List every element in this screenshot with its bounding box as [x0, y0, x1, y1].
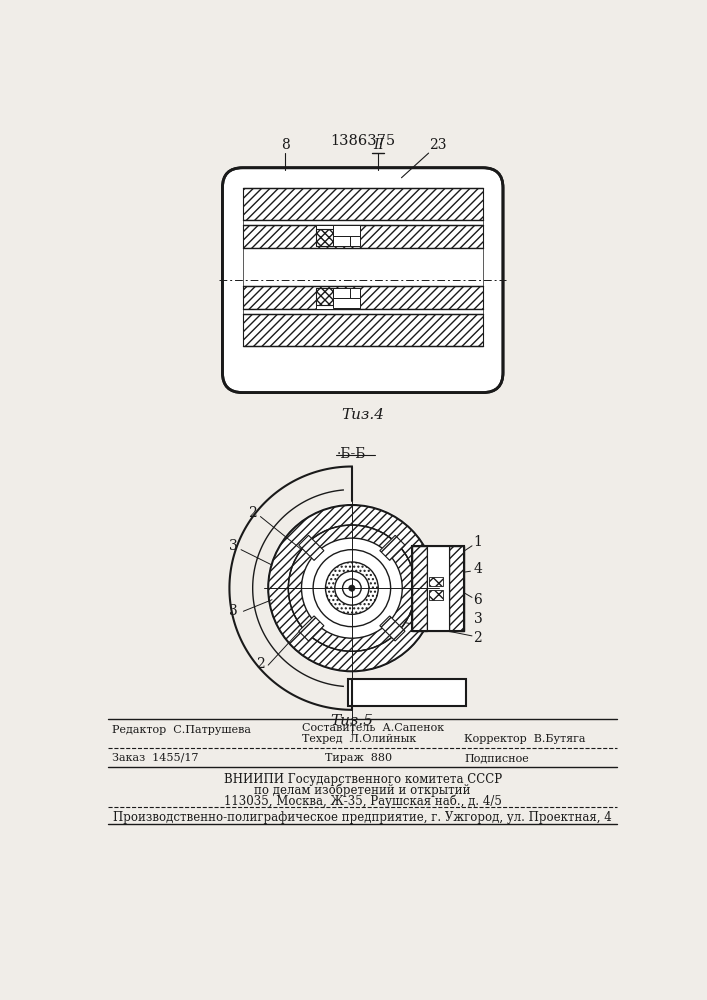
Text: Производственно-полиграфическое предприятие, г. Ужгород, ул. Проектная, 4: Производственно-полиграфическое предприя… [113, 811, 612, 824]
Text: 3: 3 [229, 604, 238, 618]
Circle shape [301, 538, 402, 638]
Text: Τиз.4: Τиз.4 [341, 408, 384, 422]
Bar [380, 616, 405, 641]
Bar [333, 288, 351, 298]
Text: 2: 2 [256, 657, 265, 671]
Bar [428, 590, 443, 600]
Bar [299, 616, 324, 641]
Bar [243, 309, 483, 314]
Bar [243, 188, 483, 220]
Text: по делам изобретений и открытий: по делам изобретений и открытий [255, 784, 471, 797]
Text: Подписное: Подписное [464, 753, 529, 763]
Text: Техред  Л.Олийнык: Техред Л.Олийнык [301, 734, 416, 744]
Text: 113035, Москва, Ж-35, Раушская наб., д. 4/5: 113035, Москва, Ж-35, Раушская наб., д. … [224, 795, 502, 808]
Bar [243, 248, 483, 286]
Bar [316, 288, 361, 309]
Bar [411, 546, 464, 631]
Bar [243, 220, 483, 225]
Bar [316, 288, 333, 305]
Text: Составитель  А.Сапенок: Составитель А.Сапенок [301, 723, 443, 733]
Text: 3: 3 [229, 539, 238, 553]
Text: ·Б-Б: ·Б-Б [337, 447, 366, 461]
Bar [380, 535, 405, 560]
Circle shape [343, 579, 361, 597]
Circle shape [288, 525, 416, 651]
Text: 8: 8 [281, 138, 290, 152]
Text: Τиз.5: Τиз.5 [330, 714, 373, 728]
Text: Тираж  880: Тираж 880 [325, 753, 392, 763]
Text: 6: 6 [474, 593, 482, 607]
Bar [243, 314, 483, 346]
Text: 23: 23 [428, 138, 446, 152]
Bar [243, 286, 483, 309]
Bar [348, 679, 466, 706]
Circle shape [313, 550, 391, 627]
Text: ВНИИПИ Государственного комитета СССР: ВНИИПИ Государственного комитета СССР [223, 773, 502, 786]
Text: 2: 2 [474, 631, 482, 645]
Text: Заказ  1455/17: Заказ 1455/17 [112, 753, 198, 763]
Circle shape [267, 503, 437, 673]
Text: 1386375: 1386375 [330, 134, 395, 148]
Bar [243, 225, 483, 248]
Bar [411, 546, 427, 631]
Bar [316, 229, 333, 246]
Text: 2: 2 [248, 506, 257, 520]
Bar [299, 535, 324, 560]
Circle shape [349, 585, 355, 591]
Bar [333, 298, 361, 308]
Text: II: II [373, 138, 384, 152]
Text: 4: 4 [474, 562, 482, 576]
Bar [316, 225, 361, 246]
Text: 1: 1 [474, 535, 482, 549]
Text: Редактор  С.Патрушева: Редактор С.Патрушева [112, 725, 250, 735]
Bar [428, 577, 443, 586]
Circle shape [335, 571, 369, 605]
Bar [427, 546, 449, 631]
Bar [333, 236, 351, 246]
Bar [333, 225, 361, 236]
Text: 3: 3 [474, 612, 482, 626]
Text: Корректор  В.Бутяга: Корректор В.Бутяга [464, 734, 586, 744]
Bar [449, 546, 464, 631]
FancyBboxPatch shape [223, 168, 503, 393]
